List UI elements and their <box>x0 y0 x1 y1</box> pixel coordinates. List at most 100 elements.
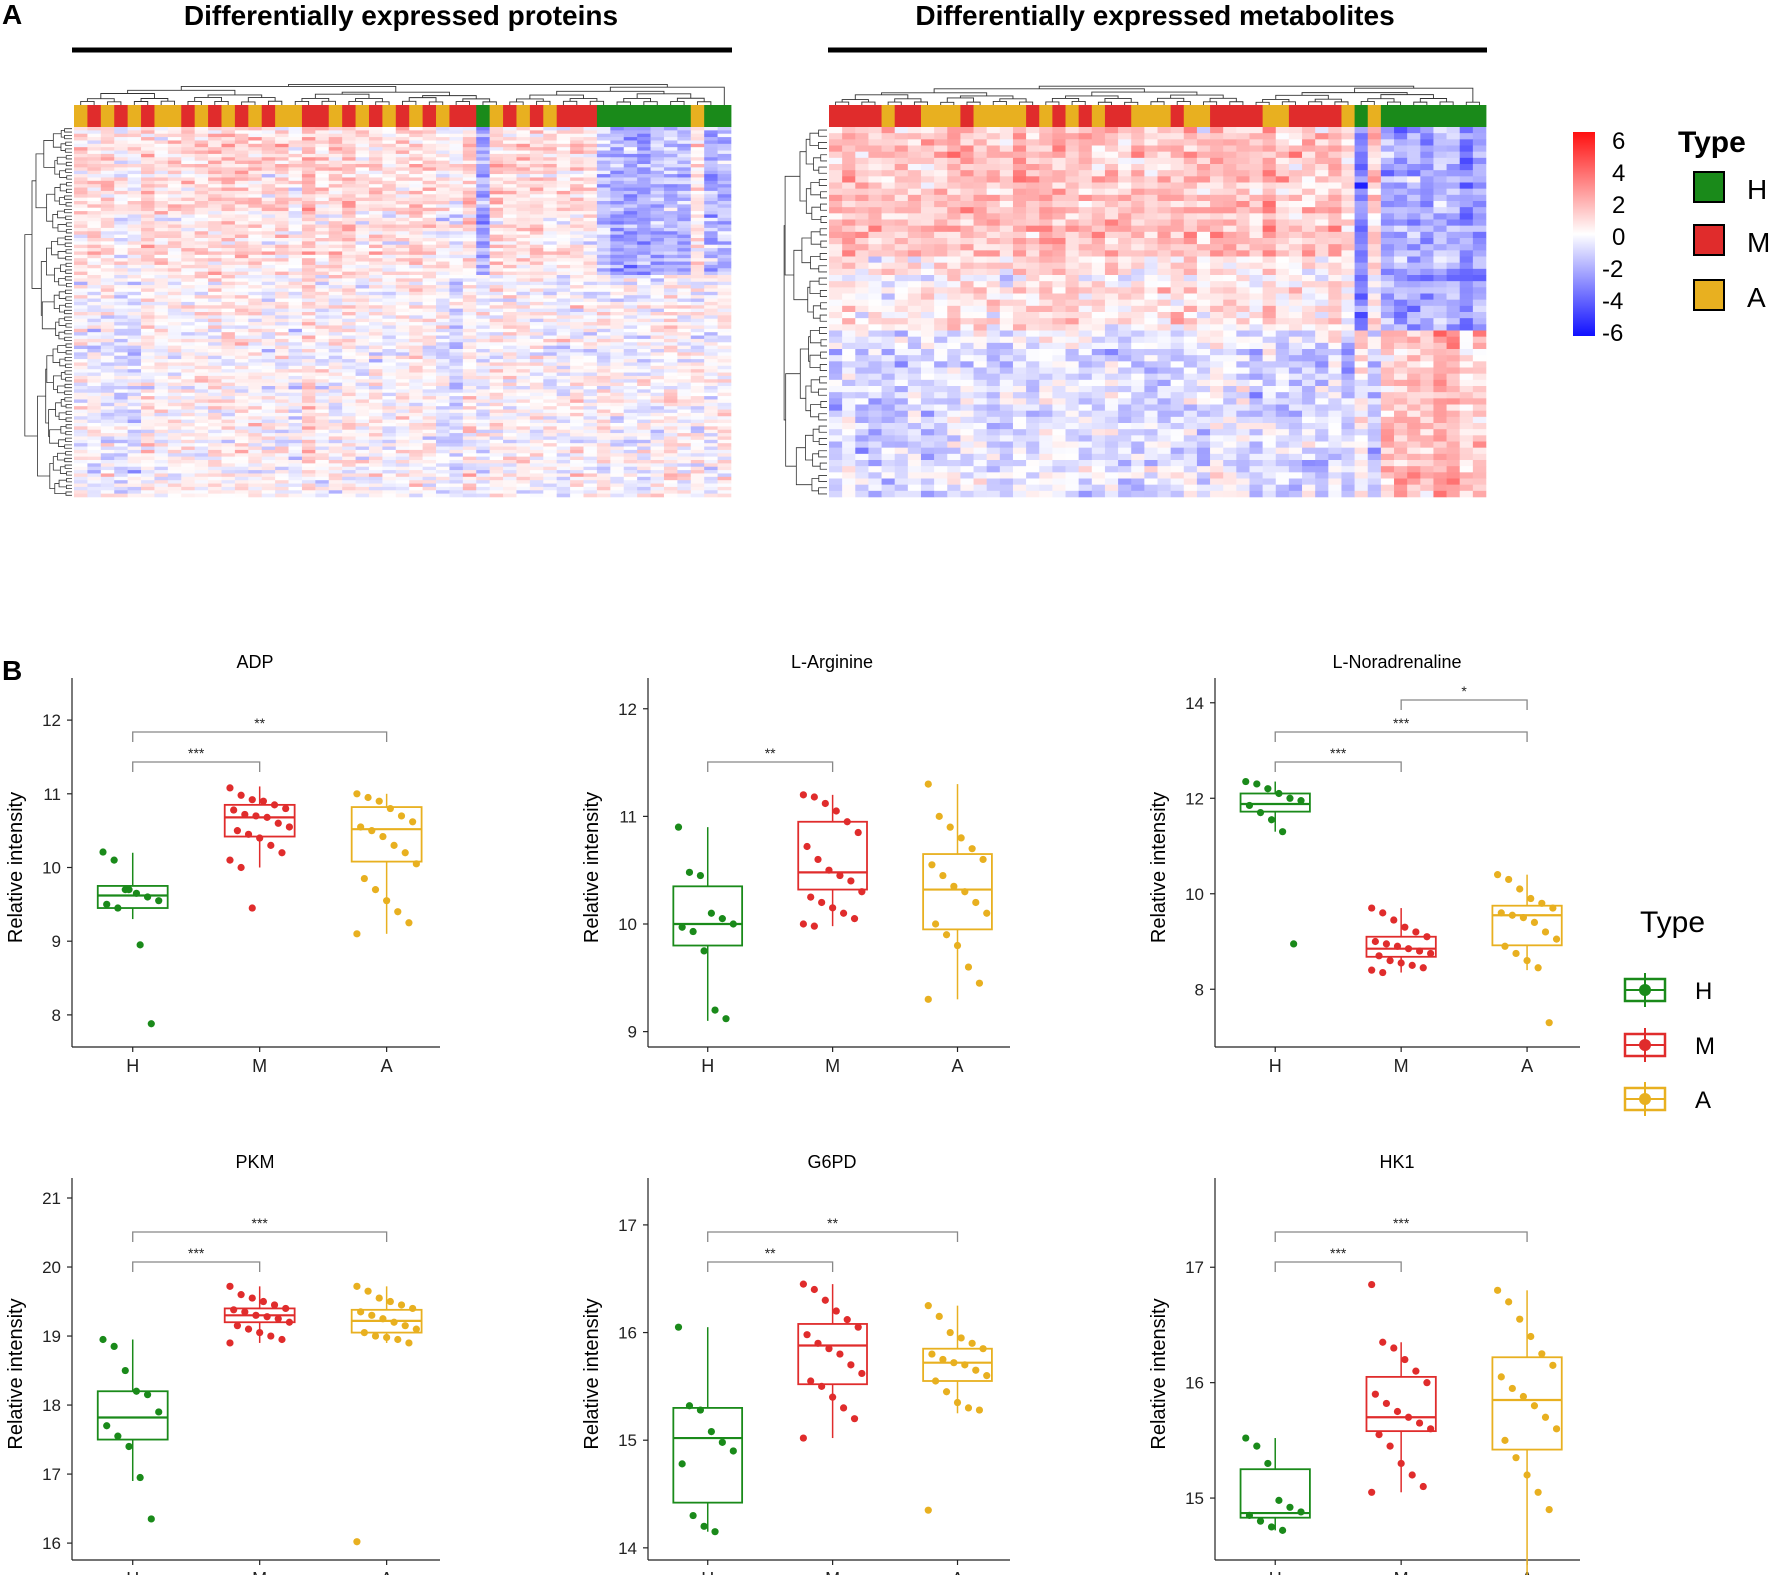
heatmap-proteins-cell <box>422 241 437 246</box>
heatmap-proteins-cell <box>583 335 598 340</box>
heatmap-proteins-cell <box>248 133 263 138</box>
heatmap-proteins-cell <box>516 288 531 293</box>
heatmap-proteins-cell <box>355 412 370 417</box>
heatmap-proteins-cell <box>114 147 128 151</box>
heatmap-proteins-cell <box>704 231 718 235</box>
heatmap-proteins-cell <box>717 278 732 283</box>
heatmap-proteins-cell <box>570 285 584 289</box>
heatmap-proteins-cell <box>221 264 236 269</box>
heatmap-proteins-cell <box>154 429 169 434</box>
heatmap-proteins-cell <box>556 127 571 131</box>
heatmap-proteins-cell <box>476 332 490 336</box>
heatmap-proteins-cell <box>315 264 330 269</box>
heatmap-proteins-cell <box>141 439 155 444</box>
heatmap-proteins-cell <box>167 140 182 145</box>
heatmap-proteins-cell <box>449 164 464 168</box>
heatmap-proteins-cell <box>114 234 128 239</box>
heatmap-proteins-cell <box>342 190 356 195</box>
heatmap-proteins-cell <box>167 288 182 293</box>
heatmap-proteins-cell <box>208 231 222 235</box>
heatmap-proteins-annotation-cell <box>422 105 437 127</box>
heatmap-proteins-cell <box>489 167 504 172</box>
heatmap-proteins-annotation-cell <box>288 105 303 127</box>
heatmap-proteins-cell <box>663 254 678 259</box>
heatmap-proteins-cell <box>395 211 410 215</box>
heatmap-proteins-cell <box>141 345 155 350</box>
heatmap-proteins-cell <box>382 402 397 407</box>
heatmap-proteins-cell <box>355 379 370 383</box>
heatmap-proteins-cell <box>516 460 531 464</box>
heatmap-proteins-cell <box>704 359 718 363</box>
heatmap-proteins-cell <box>543 140 557 145</box>
heatmap-proteins-cell <box>663 402 678 407</box>
heatmap-proteins-cell <box>717 318 732 323</box>
heatmap-proteins-cell <box>127 325 142 330</box>
heatmap-proteins-cell <box>328 355 343 360</box>
heatmap-proteins-cell <box>409 258 423 262</box>
heatmap-proteins-cell <box>248 389 263 394</box>
heatmap-proteins-cell <box>100 241 115 246</box>
heatmap-proteins-cell <box>275 423 289 427</box>
heatmap-proteins-cell <box>436 281 450 286</box>
heatmap-proteins-cell <box>368 359 383 363</box>
heatmap-proteins-cell <box>717 349 732 353</box>
heatmap-proteins-cell <box>422 412 437 417</box>
heatmap-proteins-cell <box>650 335 665 340</box>
heatmap-proteins-cell <box>208 160 222 165</box>
heatmap-proteins-cell <box>141 204 155 209</box>
heatmap-proteins-cell <box>127 423 142 427</box>
heatmap-proteins-cell <box>315 386 330 390</box>
heatmap-proteins-cell <box>489 268 504 272</box>
heatmap-proteins-cell <box>529 396 544 400</box>
heatmap-proteins-cell <box>261 345 276 350</box>
heatmap-proteins-cell <box>208 436 222 441</box>
heatmap-proteins-cell <box>663 392 678 397</box>
heatmap-proteins-cell <box>503 460 517 464</box>
heatmap-proteins-cell <box>516 308 531 313</box>
heatmap-proteins-cell <box>637 359 651 363</box>
heatmap-proteins-cell <box>342 305 356 309</box>
heatmap-proteins-cell <box>234 355 249 360</box>
heatmap-proteins-cell <box>261 194 276 198</box>
heatmap-proteins-cell <box>368 318 383 323</box>
heatmap-proteins-cell <box>395 147 410 151</box>
heatmap-proteins-cell <box>261 133 276 138</box>
heatmap-proteins-cell <box>690 359 705 363</box>
heatmap-proteins-cell <box>570 143 584 148</box>
heatmap-proteins-col-dendrogram-branch <box>348 100 363 105</box>
heatmap-proteins-cell <box>677 285 692 289</box>
heatmap-proteins-cell <box>194 402 209 407</box>
heatmap-proteins-cell <box>368 288 383 293</box>
heatmap-proteins-cell <box>275 271 289 276</box>
heatmap-proteins-cell <box>395 194 410 198</box>
heatmap-proteins-cell <box>409 164 423 168</box>
heatmap-proteins-cell <box>328 389 343 394</box>
heatmap-proteins-cell <box>503 426 517 431</box>
heatmap-proteins-cell <box>248 164 263 168</box>
heatmap-proteins-cell <box>261 406 276 410</box>
heatmap-proteins-cell <box>503 433 517 437</box>
heatmap-proteins-cell <box>181 184 195 188</box>
heatmap-proteins-cell <box>154 389 169 394</box>
heatmap-proteins-cell <box>248 285 263 289</box>
heatmap-proteins-cell <box>596 301 611 306</box>
heatmap-proteins-cell <box>382 345 397 350</box>
heatmap-proteins-cell <box>610 150 625 155</box>
heatmap-proteins-cell <box>368 143 383 148</box>
heatmap-proteins-cell <box>690 244 705 249</box>
heatmap-proteins-cell <box>181 170 195 175</box>
heatmap-proteins-cell <box>194 251 209 256</box>
heatmap-proteins-cell <box>181 318 195 323</box>
heatmap-proteins-cell <box>315 241 330 246</box>
heatmap-proteins-cell <box>449 194 464 198</box>
heatmap-proteins-cell <box>583 389 598 394</box>
heatmap-proteins-cell <box>583 231 598 235</box>
heatmap-proteins-cell <box>663 140 678 145</box>
heatmap-proteins-cell <box>503 345 517 350</box>
heatmap-proteins-cell <box>583 170 598 175</box>
heatmap-proteins-cell <box>127 217 142 222</box>
heatmap-proteins-cell <box>503 423 517 427</box>
heatmap-proteins-cell <box>301 241 316 246</box>
heatmap-proteins-cell <box>234 207 249 212</box>
heatmap-proteins-cell <box>368 369 383 373</box>
